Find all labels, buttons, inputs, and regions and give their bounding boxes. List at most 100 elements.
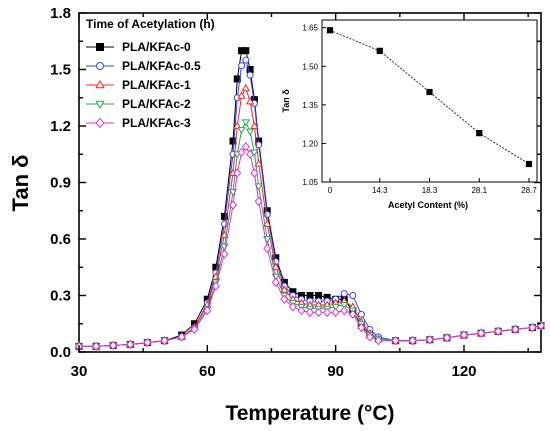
inset-x-tick-label: 18.3 [422,186,438,195]
main-plot: 30 60 90 120 0.0 0.3 0.6 0.9 1.2 1.5 1.8 [50,5,546,380]
main-y-tick-label: 0.0 [50,344,71,361]
series-point [92,341,101,352]
inset-point [476,130,483,137]
legend-item: PLA/KFAc-0.5 [86,59,201,73]
series-point [348,309,357,320]
series-point [315,292,323,299]
inset-plot-frame [321,19,538,183]
legend-marker [96,43,104,51]
legend-marker [95,79,105,89]
series-point [241,119,250,127]
main-y-tick-label: 0.6 [50,231,71,248]
series-point [229,137,237,145]
series-point [160,336,169,346]
series-point [245,97,255,105]
main-y-tick-label: 1.8 [50,5,71,22]
inset-y-ticks: 1.05 1.20 1.35 1.50 1.65 [302,24,326,187]
series-point [242,56,250,64]
series-point [288,302,297,312]
series-point [374,336,383,346]
series-point [323,307,332,318]
series-point [220,249,229,259]
main-x-tick-label: 120 [451,363,476,380]
inset-x-ticks: 0 14.3 18.3 28.1 28.7 [328,178,537,195]
inset-y-tick-label: 1.05 [302,178,318,187]
series-point [109,340,118,351]
series-point [250,168,259,178]
inset-plot: 0 14.3 18.3 28.1 28.7 1.05 1.20 1.35 1.50 1.65 A… [281,19,538,210]
inset-point [525,160,533,168]
series-point [211,281,220,291]
series-point [233,168,242,178]
series-point [254,196,263,207]
series-point [177,332,186,342]
series-point [528,322,537,333]
main-x-axis-title: Temperature (°C) [225,402,394,425]
series-point [331,307,340,318]
series-point [340,290,348,298]
inset-x-axis-title: Acetyl Content (%) [388,200,468,210]
series-point [143,337,152,348]
legend-title: Time of Acetylation (h) [86,17,215,31]
series-point [306,292,314,299]
series-point [250,121,259,129]
main-x-tick-label: 90 [327,363,344,380]
legend-item: PLA/KFAc-2 [86,97,191,111]
series-point [331,303,340,312]
inset-x-tick-label: 28.1 [471,186,487,195]
legend-label: PLA/KFAc-2 [122,97,191,111]
main-y-tick-label: 1.2 [50,118,71,135]
legend-item: PLA/KFAc-3 [86,116,191,130]
series-point [357,322,366,333]
inset-y-tick-label: 1.65 [302,24,318,33]
series-point [238,62,246,70]
inset-y-axis-title: Tan δ [281,89,291,113]
series-point [126,339,135,350]
main-x-ticks: 30 60 90 120 [71,13,529,380]
series-point [391,336,400,346]
legend-label: PLA/KFAc-3 [122,116,191,130]
inset-x-tick-label: 28.7 [521,186,537,195]
series-point [246,71,254,79]
series-point [314,307,323,318]
series-point [237,147,246,158]
main-x-tick-label: 60 [199,363,216,380]
inset-point [326,27,334,34]
series-point [263,243,272,254]
series-point [306,307,314,318]
series-point [241,83,250,92]
inset-y-tick-label: 1.50 [302,62,318,71]
series-point [254,159,263,167]
main-series-group [74,47,546,352]
series-point [271,277,280,287]
series-point [237,91,246,99]
inset-y-tick-label: 1.35 [302,101,318,110]
series-point [242,47,250,55]
legend-item: PLA/KFAc-0 [86,40,191,54]
series-point [297,305,306,316]
legend-label: PLA/KFAc-1 [122,78,191,92]
main-y-tick-label: 0.9 [50,175,71,192]
series-point [246,149,255,159]
legend-items: PLA/KFAc-0 PLA/KFAc-0.5 PLA/KFAc-1 PLA/KFAc… [86,40,201,130]
legend: Time of Acetylation (h) PLA/KFAc-0PLA/KF… [86,17,215,130]
series-point [477,328,486,338]
inset-point [376,47,383,54]
series-point [245,128,255,137]
main-y-ticks: 0.0 0.3 0.6 0.9 1.2 1.5 1.8 [50,5,541,361]
main-y-axis-title: Tan δ [8,155,33,212]
legend-label: PLA/KFAc-0 [122,40,191,54]
series-point [408,336,417,346]
inset-series-group [326,27,533,168]
inset-y-tick-label: 1.20 [302,139,318,148]
series-point [511,324,520,335]
series-point [280,294,289,304]
series-point [340,305,349,316]
legend-marker [95,100,105,110]
series-point [241,142,250,152]
series-point [460,330,468,340]
legend-marker [95,117,105,129]
series-point [340,302,349,310]
legend-label: PLA/KFAc-0.5 [122,59,201,73]
